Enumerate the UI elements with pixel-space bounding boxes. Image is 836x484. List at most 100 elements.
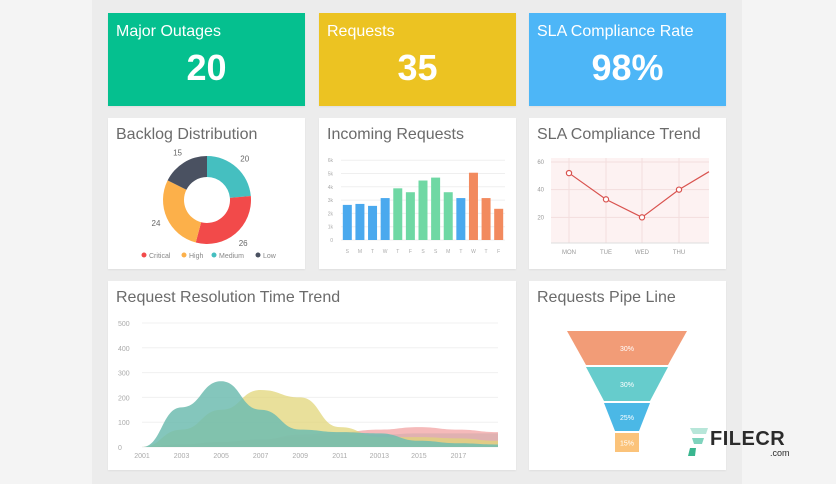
y-tick-label: 1k (328, 225, 334, 231)
data-point (565, 169, 573, 177)
background-left (0, 0, 92, 484)
panel-title: Incoming Requests (327, 126, 464, 143)
kpi-requests[interactable]: Requests 35 (319, 13, 516, 106)
donut-slice-medium (207, 156, 251, 198)
kpi-label: Major Outages (116, 23, 221, 40)
bar (481, 198, 491, 240)
panel-title: Requests Pipe Line (537, 289, 676, 306)
funnel-stage (586, 367, 668, 401)
donut-data-label: 15 (173, 148, 182, 157)
funnel-stage (567, 331, 687, 365)
background-right (742, 0, 836, 484)
donut-data-label: 24 (152, 219, 161, 228)
x-tick-label: T (459, 249, 462, 255)
x-tick-label: WED (635, 250, 650, 256)
bar (405, 192, 415, 240)
funnel-stage-label: 15% (620, 441, 634, 448)
y-tick-label: 2k (328, 211, 334, 217)
x-tick-label: W (383, 249, 388, 255)
kpi-label: SLA Compliance Rate (537, 23, 694, 40)
panel-title: Backlog Distribution (116, 126, 258, 143)
legend-swatch-medium (211, 252, 217, 258)
resolution-time-panel: Request Resolution Time Trend 0 100 200 300… (108, 281, 516, 470)
bar (380, 198, 390, 240)
bar (468, 172, 478, 240)
kpi-value: 98% (591, 47, 664, 88)
legend-label-medium: Medium (219, 253, 244, 260)
x-tick-label: THU (673, 250, 685, 256)
y-tick-label: 5k (328, 172, 334, 178)
funnel-stage-label: 30% (620, 382, 634, 389)
x-tick-label: 2009 (292, 453, 308, 460)
backlog-donut-chart: 20 26 24 15 Critical High Medium Low (141, 148, 277, 260)
y-tick-label: 40 (537, 188, 544, 194)
y-tick-label: 20 (537, 215, 544, 221)
donut-slice-critical (195, 195, 251, 244)
bar (443, 192, 453, 240)
y-tick-label: 0 (330, 238, 333, 244)
y-tick-label: 6k (328, 158, 334, 164)
bar (368, 205, 378, 240)
bar (418, 180, 428, 240)
backlog-distribution-panel: Backlog Distribution 20 26 24 15 Critical Hig… (108, 118, 305, 269)
y-tick-label: 60 (537, 160, 544, 166)
x-tick-label: 2003 (174, 453, 190, 460)
legend-label-low: Low (263, 253, 277, 260)
y-tick-label: 4k (328, 185, 334, 191)
funnel-stage (615, 433, 639, 452)
legend-swatch-low (255, 252, 261, 258)
x-tick-label: M (446, 249, 450, 255)
resolution-area-chart: 0 100 200 300 400 500 2001 2003 2005 2007 2009 2011… (118, 321, 498, 460)
watermark-sub: .com (770, 448, 790, 458)
donut-data-label: 26 (239, 239, 248, 248)
sla-trend-line-chart: 20 40 60 MON TUE WED THU (537, 158, 710, 256)
bar (456, 198, 466, 240)
sla-compliance-trend-panel: SLA Compliance Trend 20 40 60 MON TUE WED THU (529, 118, 726, 269)
y-tick-label: 200 (118, 395, 130, 402)
x-tick-label: 2011 (332, 453, 347, 460)
y-tick-label: 3k (328, 198, 334, 204)
kpi-value: 35 (397, 47, 438, 88)
x-tick-label: TUE (600, 250, 612, 256)
kpi-value: 20 (186, 47, 227, 88)
panel-title: Request Resolution Time Trend (116, 289, 341, 306)
filecr-logo-icon (688, 428, 708, 456)
area-series (142, 381, 498, 447)
y-tick-label: 0 (118, 445, 122, 452)
x-tick-label: F (497, 249, 500, 255)
x-tick-label: S (346, 249, 350, 255)
x-tick-label: 2017 (451, 453, 467, 460)
watermark-text: FILECR (710, 428, 786, 450)
data-point (675, 186, 683, 193)
x-tick-label: M (358, 249, 362, 255)
x-tick-label: 2005 (213, 453, 229, 460)
x-tick-label: 2007 (253, 453, 269, 460)
donut-slice-high (163, 180, 202, 243)
pipeline-funnel-chart: 30% 30% 25% 15% (567, 331, 687, 452)
x-tick-label: T (485, 249, 488, 255)
panel-title: SLA Compliance Trend (537, 126, 701, 143)
x-tick-label: 2015 (411, 453, 427, 460)
funnel-stage-label: 25% (620, 415, 634, 422)
x-tick-label: MON (562, 250, 576, 256)
filecr-watermark: FILECR .com (686, 424, 806, 460)
x-tick-label: F (409, 249, 412, 255)
kpi-sla-compliance-rate[interactable]: SLA Compliance Rate 98% (529, 13, 726, 106)
funnel-stage-label: 30% (620, 346, 634, 353)
bar (393, 188, 403, 240)
kpi-label: Requests (327, 23, 395, 40)
incoming-requests-bar-chart: 0 1k 2k 3k 4k 5k 6k S M T W T F S S M T W T F (328, 158, 505, 255)
kpi-major-outages[interactable]: Major Outages 20 (108, 13, 305, 106)
y-tick-label: 400 (118, 346, 130, 353)
y-tick-label: 100 (118, 420, 130, 427)
x-tick-label: S (434, 249, 438, 255)
bar (494, 208, 504, 240)
bar (431, 177, 441, 240)
incoming-requests-panel: Incoming Requests 0 1k 2k 3k 4k 5k 6k S M T W T F S S M… (319, 118, 516, 269)
legend-swatch-critical (141, 252, 147, 258)
x-tick-label: 20013 (370, 453, 390, 460)
legend-label-high: High (189, 253, 204, 260)
plot-area (551, 158, 709, 243)
x-tick-label: T (371, 249, 374, 255)
x-tick-label: S (421, 249, 425, 255)
